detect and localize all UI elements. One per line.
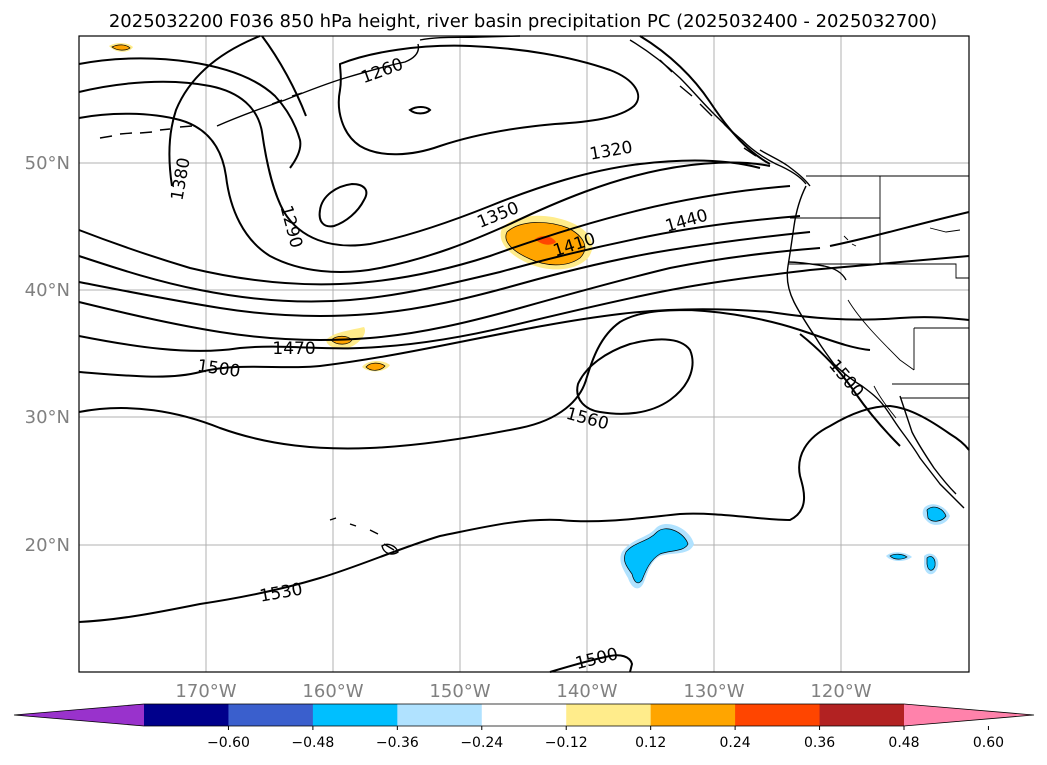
colorbar-tick-label: 0.12: [635, 735, 666, 751]
colorbar-tick-label: −0.36: [376, 735, 419, 751]
colorbar-tick-label: 0.24: [720, 735, 751, 751]
colorbar-bin: [819, 704, 905, 726]
colorbar-bin: [566, 704, 652, 726]
longitude-labels: 170°W 160°W 150°W 140°W 130°W 120°W: [175, 681, 871, 702]
colorbar-tick-label: −0.12: [545, 735, 588, 751]
graticule: [79, 36, 969, 672]
colorbar-extend-low: [14, 704, 144, 726]
colorbar-bin: [144, 704, 229, 726]
colorbar-extend-high: [904, 704, 1034, 726]
lon-label: 120°W: [810, 681, 871, 702]
colorbar-tick-label: 0.48: [888, 735, 919, 751]
lat-label: 20°N: [25, 535, 70, 556]
lat-label: 30°N: [25, 407, 70, 428]
colorbar-tick-label: −0.60: [207, 735, 250, 751]
height-contours: [78, 35, 970, 673]
colorbar-bin: [397, 704, 483, 726]
colorbar-tick-label: −0.24: [460, 735, 503, 751]
figure-title: 2025032200 F036 850 hPa height, river ba…: [109, 11, 937, 32]
coastlines: [99, 35, 965, 555]
contour-label: 1470: [272, 339, 315, 359]
lon-label: 130°W: [683, 681, 744, 702]
colorbar-bin: [481, 704, 567, 726]
lon-label: 150°W: [429, 681, 490, 702]
lon-label: 170°W: [175, 681, 236, 702]
lon-label: 140°W: [556, 681, 617, 702]
lat-label: 40°N: [25, 280, 70, 301]
latitude-labels: 50°N 40°N 30°N 20°N: [25, 153, 70, 556]
map-panel: 1260 1290 1320 1350 1380 1410 1440 1470 …: [78, 35, 970, 674]
colorbar-tick-label: 0.60: [973, 735, 1004, 751]
colorbar-tick-label: 0.36: [804, 735, 835, 751]
colorbar-bin: [735, 704, 821, 726]
colorbar: −0.60 −0.48 −0.36 −0.24 −0.12 0.12 0.24 0.36 0.4…: [13, 703, 1035, 751]
lon-label: 160°W: [302, 681, 363, 702]
colorbar-bin: [650, 704, 736, 726]
precip-negative-shading: [620, 504, 950, 589]
colorbar-bin: [312, 704, 398, 726]
colorbar-bin: [228, 704, 314, 726]
lat-label: 50°N: [25, 153, 70, 174]
map-frame: [78, 35, 970, 673]
colorbar-outline: [13, 703, 1035, 727]
colorbar-tick-label: −0.48: [291, 735, 334, 751]
